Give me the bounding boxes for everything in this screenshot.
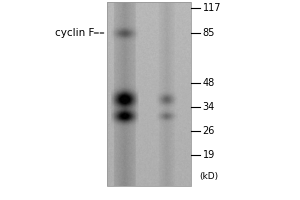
Text: cyclin F: cyclin F: [55, 28, 95, 38]
Text: 34: 34: [202, 102, 215, 112]
Text: 26: 26: [202, 126, 215, 136]
Text: 19: 19: [202, 150, 215, 160]
Text: (kD): (kD): [200, 172, 219, 182]
Text: 117: 117: [202, 3, 221, 13]
Text: 85: 85: [202, 28, 215, 38]
Text: 48: 48: [202, 78, 215, 88]
Bar: [106, 2, 190, 186]
